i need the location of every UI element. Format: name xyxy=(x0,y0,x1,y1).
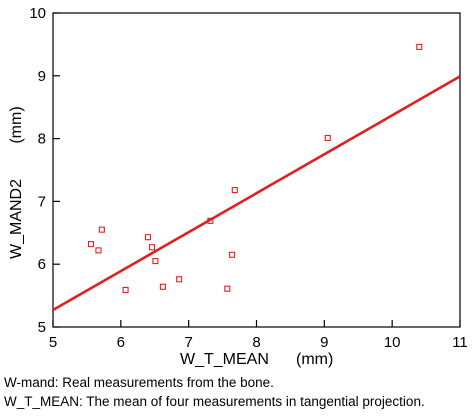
caption-line-1: W-mand: Real measurements from the bone. xyxy=(4,375,274,390)
x-tick-label: 11 xyxy=(452,334,468,351)
y-tick-label: 9 xyxy=(38,68,46,85)
data-point xyxy=(122,286,129,293)
caption-line-2: W_T_MEAN: The mean of four measurements … xyxy=(4,394,425,409)
y-axis-ticks: 5 6 7 8 9 10 xyxy=(29,5,60,336)
x-tick-label: 8 xyxy=(252,334,260,351)
x-axis-title: W_T_MEAN xyxy=(180,351,269,368)
data-point xyxy=(95,247,102,254)
plot-frame xyxy=(52,12,461,328)
data-point xyxy=(152,258,159,265)
y-axis-title: W_MAND2 xyxy=(8,179,25,259)
data-point xyxy=(176,276,183,283)
y-tick-label: 5 xyxy=(38,319,46,336)
data-point xyxy=(148,244,156,251)
data-point xyxy=(229,251,236,258)
data-point xyxy=(207,217,214,224)
x-tick-label: 10 xyxy=(384,334,401,351)
y-tick-label: 7 xyxy=(38,193,46,210)
regression-line xyxy=(52,75,461,312)
plot-area xyxy=(52,12,461,328)
x-axis-unit: (mm) xyxy=(296,351,333,368)
y-axis-unit: (mm) xyxy=(8,106,25,143)
data-points xyxy=(87,43,423,293)
x-tick-label: 9 xyxy=(320,334,328,351)
x-tick-label: 7 xyxy=(184,334,192,351)
data-point xyxy=(87,241,95,248)
data-point xyxy=(231,187,238,194)
data-point xyxy=(416,43,423,50)
y-tick-label: 6 xyxy=(38,256,46,273)
y-tick-label: 10 xyxy=(29,5,46,22)
x-tick-label: 6 xyxy=(117,334,125,351)
x-axis-ticks: 5 6 7 8 9 10 11 xyxy=(49,320,468,351)
data-point xyxy=(324,134,331,142)
data-point xyxy=(159,283,166,290)
data-point xyxy=(98,226,105,233)
data-point xyxy=(144,234,152,241)
data-point xyxy=(224,285,231,292)
x-tick-label: 5 xyxy=(49,334,57,351)
y-tick-label: 8 xyxy=(38,131,46,148)
regression-line-group xyxy=(52,75,461,312)
